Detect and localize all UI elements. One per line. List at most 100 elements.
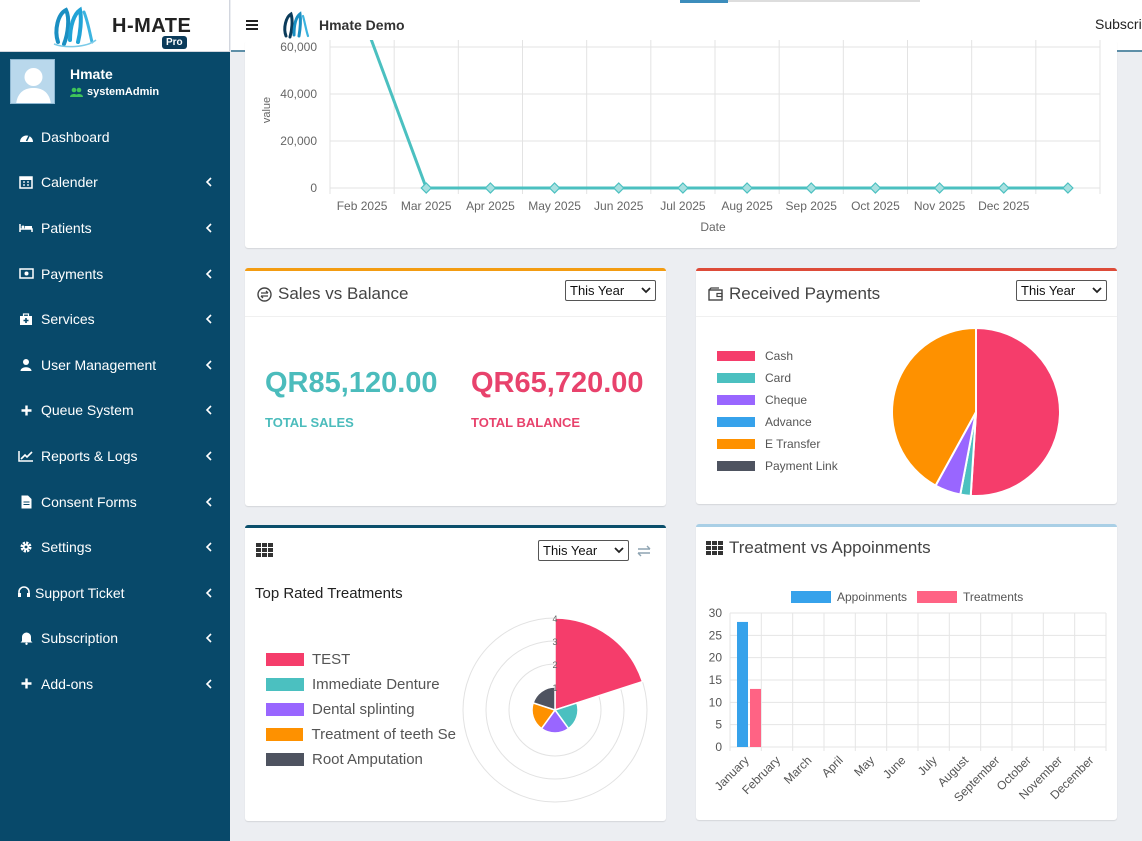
chevron-left-icon (205, 269, 212, 279)
legend-swatch (266, 753, 304, 766)
bell-icon (18, 630, 34, 646)
user-panel: Hmate systemAdmin (0, 52, 230, 114)
x-tick-label: July (915, 753, 940, 778)
x-tick-label: Mar 2025 (401, 199, 452, 213)
chevron-left-icon (205, 314, 212, 324)
treatment-appointments-bar-chart: Appoinments Treatments051015202530January… (709, 590, 1107, 805)
sidebar-item-subscription[interactable]: Subscription (0, 616, 230, 662)
legend-item[interactable]: TEST (266, 647, 456, 672)
sidebar-item-patients[interactable]: Patients (0, 205, 230, 251)
sidebar-item-add-ons[interactable]: Add-ons (0, 661, 230, 707)
y-tick-label: 40,000 (280, 87, 317, 101)
sidebar-item-support-ticket[interactable]: Support Ticket (0, 570, 230, 616)
legend-item[interactable]: Advance (717, 411, 838, 433)
sidebar-item-label: User Management (41, 356, 157, 373)
legend-label: Dental splinting (312, 701, 415, 718)
legend-item[interactable]: Cash (717, 345, 838, 367)
wallet-icon (708, 287, 723, 301)
sidebar-item-label: Consent Forms (41, 493, 137, 510)
legend-swatch (717, 417, 755, 427)
sidebar-item-settings[interactable]: Settings (0, 524, 230, 570)
user-name: Hmate (70, 66, 113, 82)
plus-icon (18, 676, 34, 692)
sidebar-item-queue-system[interactable]: Queue System (0, 388, 230, 434)
x-tick-label: June (880, 753, 909, 782)
legend-label: Advance (765, 415, 812, 429)
legend-label: Card (765, 371, 792, 385)
total-sales-label: TOTAL SALES (265, 415, 354, 430)
sales-line-chart-card: 0 20,000 40,000 60,000 Feb 2025 Mar 2025 Apr 2… (245, 0, 1117, 248)
dashboard-icon (18, 129, 34, 145)
payments-period-select[interactable]: This Year (1016, 280, 1107, 301)
legend-label: Cheque (765, 393, 808, 407)
swap-icon[interactable] (637, 545, 651, 557)
sidebar-nav: Dashboard Calender Patients Payments Ser… (0, 114, 230, 707)
sidebar-item-label: Support Ticket (35, 584, 125, 601)
hamburger-menu-icon[interactable] (245, 18, 259, 32)
legend-item[interactable]: Card (717, 367, 838, 389)
legend-item[interactable]: Payment Link (717, 455, 838, 477)
legend-item[interactable]: Immediate Denture (266, 672, 456, 697)
file-icon (18, 494, 34, 510)
legend-item[interactable]: Dental splinting (266, 697, 456, 722)
legend-swatch (717, 373, 755, 383)
y-tick-label: 20 (709, 651, 723, 665)
sidebar-item-calender[interactable]: Calender (0, 160, 230, 206)
chevron-left-icon (205, 405, 212, 415)
sidebar-item-dashboard[interactable]: Dashboard (0, 114, 230, 160)
sidebar-item-consent-forms[interactable]: Consent Forms (0, 479, 230, 525)
grid-icon (256, 543, 273, 557)
gear-icon (18, 539, 34, 555)
user-role-label: systemAdmin (87, 86, 160, 98)
data-point (677, 182, 689, 194)
subscription-link[interactable]: Subscrip (1095, 16, 1142, 32)
chevron-left-icon (205, 177, 212, 187)
sidebar-item-services[interactable]: Services (0, 296, 230, 342)
sidebar-item-reports-logs[interactable]: Reports & Logs (0, 433, 230, 479)
polar-segment (554, 617, 644, 712)
sidebar-item-label: Subscription (41, 630, 119, 647)
treatments-legend: TEST Immediate Denture Dental splinting … (266, 647, 456, 772)
payments-legend: Cash Card Cheque Advance E Transfer Paym… (717, 345, 838, 477)
sidebar-item-label: Payments (41, 265, 104, 282)
x-tick-label: May 2025 (528, 199, 581, 213)
x-tick-label: Dec 2025 (978, 199, 1030, 213)
legend-item[interactable]: Treatment of teeth Se (266, 722, 456, 747)
legend-label: Appoinments (837, 590, 907, 604)
sidebar-item-user-management[interactable]: User Management (0, 342, 230, 388)
medkit-icon (18, 311, 34, 327)
plus-icon (18, 402, 34, 418)
legend-item[interactable]: E Transfer (717, 433, 838, 455)
sales-period-select[interactable]: This Year (565, 280, 656, 301)
brand-bar[interactable]: H-MATE Pro (0, 0, 230, 52)
chevron-left-icon (205, 496, 212, 507)
chevron-down-icon (641, 287, 651, 294)
total-sales-value: QR85,120.00 (265, 367, 438, 399)
x-tick-label: Apr 2025 (466, 199, 515, 213)
x-tick-label: April (819, 753, 846, 780)
headset-icon (16, 585, 32, 601)
card-title: Sales vs Balance (257, 284, 408, 304)
sidebar-item-payments[interactable]: Payments (0, 251, 230, 297)
calendar-icon (18, 174, 34, 190)
pro-badge: Pro (162, 36, 187, 49)
pie-slice (891, 326, 977, 487)
sales-line-chart: 0 20,000 40,000 60,000 Feb 2025 Mar 2025 Apr 2… (261, 0, 1101, 234)
header-tab-indicator (680, 0, 920, 3)
select-value: This Year (1021, 283, 1076, 298)
chevron-down-icon (1092, 287, 1102, 294)
chevron-left-icon (205, 223, 212, 233)
total-balance-value: QR65,720.00 (471, 367, 644, 399)
y-tick-label: 0 (310, 181, 317, 195)
user-icon (18, 357, 34, 373)
user-role: systemAdmin (70, 86, 159, 98)
x-tick-label: March (781, 753, 814, 786)
treatments-period-select[interactable]: This Year (538, 540, 629, 561)
r-tick-label: 3 (552, 637, 557, 647)
legend-item[interactable]: Root Amputation (266, 747, 456, 772)
legend-item[interactable]: Cheque (717, 389, 838, 411)
sidebar-item-label: Queue System (41, 402, 134, 419)
chevron-left-icon (205, 360, 212, 370)
chevron-left-icon (205, 679, 212, 689)
bed-icon (18, 220, 34, 236)
